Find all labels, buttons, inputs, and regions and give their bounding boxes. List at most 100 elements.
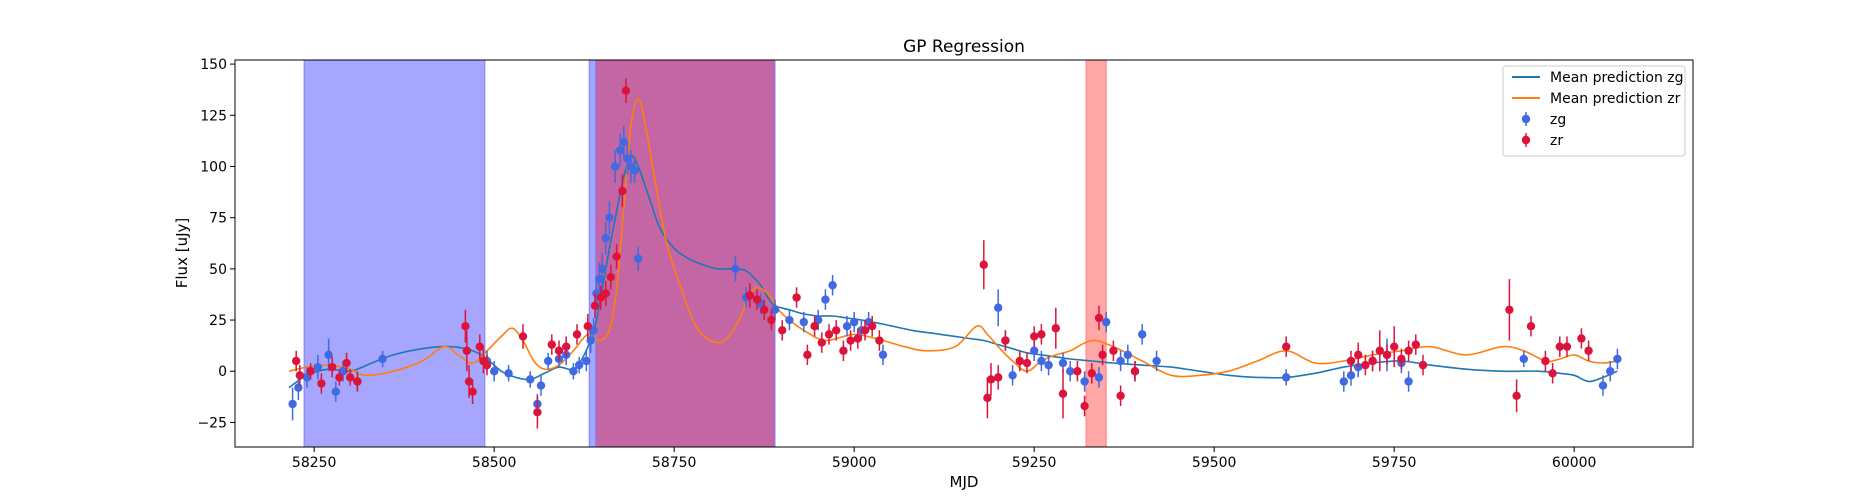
data-point-zr [868, 321, 877, 331]
y-tick-label: 100 [200, 159, 227, 175]
data-point-zr [860, 326, 870, 335]
data-point-zr [475, 342, 484, 351]
data-point-zg [1058, 358, 1068, 368]
data-point-zg [598, 264, 607, 274]
data-point-zr [468, 387, 477, 396]
data-point-zg [821, 295, 830, 304]
data-point-zr [1282, 342, 1291, 351]
data-point-zg [313, 362, 322, 372]
y-axis-label: Flux [uJy] [173, 218, 191, 288]
data-point-zr [572, 330, 582, 339]
data-point-zg [378, 354, 387, 364]
data-point-zg [1152, 356, 1161, 366]
legend-label-zg: zg [1550, 112, 1566, 128]
data-point-zr [1073, 367, 1082, 376]
data-point-zr [1411, 340, 1421, 349]
data-point-zr [612, 252, 621, 261]
data-point-zr [1058, 389, 1068, 398]
data-point-zg [601, 233, 610, 243]
data-point-zr [464, 377, 474, 386]
data-point-zg [619, 137, 628, 147]
data-point-zr [1390, 342, 1399, 351]
data-point-zg [1339, 377, 1349, 386]
data-point-zr [461, 321, 470, 331]
data-point-zg [785, 315, 794, 325]
shaded-region-2 [588, 60, 597, 447]
data-point-zg [595, 274, 604, 284]
data-point-zr [1094, 313, 1104, 323]
data-point-zr [745, 291, 754, 300]
data-point-zg [586, 336, 595, 345]
data-point-zg [1282, 373, 1291, 382]
data-point-zr [1505, 305, 1514, 315]
data-point-zr [1051, 324, 1061, 333]
data-point-zr [1375, 346, 1385, 355]
data-point-zr [317, 379, 326, 388]
data-point-zr [621, 86, 631, 95]
y-tick-label: 25 [209, 313, 227, 329]
data-point-zr [767, 315, 776, 325]
data-point-zr [1022, 358, 1032, 368]
data-point-zg [324, 350, 333, 360]
data-point-zr [1541, 356, 1550, 366]
x-tick-label: 60000 [1552, 455, 1597, 471]
y-tick-label: 75 [209, 211, 227, 227]
data-point-zr [1548, 369, 1557, 378]
data-point-zr [832, 326, 841, 335]
data-points [288, 78, 1622, 429]
data-point-zg [338, 367, 348, 376]
data-point-zr [562, 342, 571, 351]
data-point-zg [1598, 381, 1608, 390]
shaded-region-1 [303, 60, 486, 447]
legend: Mean prediction zg Mean prediction zr zg zr [1502, 65, 1686, 157]
data-point-zr [1037, 330, 1046, 339]
data-point-zg [1008, 371, 1017, 380]
data-point-zg [490, 367, 499, 376]
data-point-zr [1130, 367, 1140, 376]
data-point-zr [346, 373, 355, 382]
data-point-zg [878, 350, 888, 360]
data-point-zg [544, 356, 553, 366]
data-point-zg [1102, 317, 1111, 327]
data-point-zg [569, 367, 578, 376]
data-point-zg [634, 254, 643, 263]
data-point-zg [799, 317, 808, 327]
data-point-zg [850, 317, 859, 327]
data-point-zr [533, 407, 542, 417]
data-point-zr [1030, 332, 1039, 341]
data-point-zr [1087, 369, 1097, 378]
data-point-zr [1015, 356, 1024, 366]
x-tick-label: 59250 [1012, 455, 1057, 471]
data-point-zg [1404, 377, 1413, 386]
data-point-zr [1080, 401, 1089, 411]
data-point-zr [875, 336, 884, 345]
data-point-zg [994, 303, 1003, 312]
x-tick-label: 59000 [832, 455, 877, 471]
data-point-zg [1080, 377, 1089, 386]
data-point-zr [979, 260, 988, 269]
data-point-zr [547, 340, 556, 349]
x-tick-label: 59750 [1372, 455, 1417, 471]
legend-label-zr: zr [1550, 133, 1563, 149]
data-point-zg [828, 281, 837, 290]
data-point-zr [554, 346, 564, 355]
data-point-zg [331, 387, 340, 396]
data-point-zr [752, 295, 762, 304]
legend-swatch-zg [1521, 114, 1531, 124]
data-point-zg [302, 373, 312, 382]
data-point-zg [770, 305, 780, 315]
data-point-zr [817, 338, 826, 347]
data-point-zg [1044, 360, 1053, 370]
data-point-zr [518, 332, 528, 341]
data-point-zr [986, 375, 996, 384]
y-tick-label: 50 [209, 262, 227, 278]
data-point-zr [760, 305, 769, 315]
data-point-zr [1001, 336, 1010, 345]
data-point-zg [1138, 330, 1147, 339]
data-point-zr [994, 373, 1003, 382]
data-point-zg [1519, 354, 1529, 364]
data-point-zg [814, 315, 823, 325]
data-point-zg [610, 162, 620, 171]
data-point-zr [1404, 346, 1413, 355]
data-point-zr [853, 334, 862, 343]
